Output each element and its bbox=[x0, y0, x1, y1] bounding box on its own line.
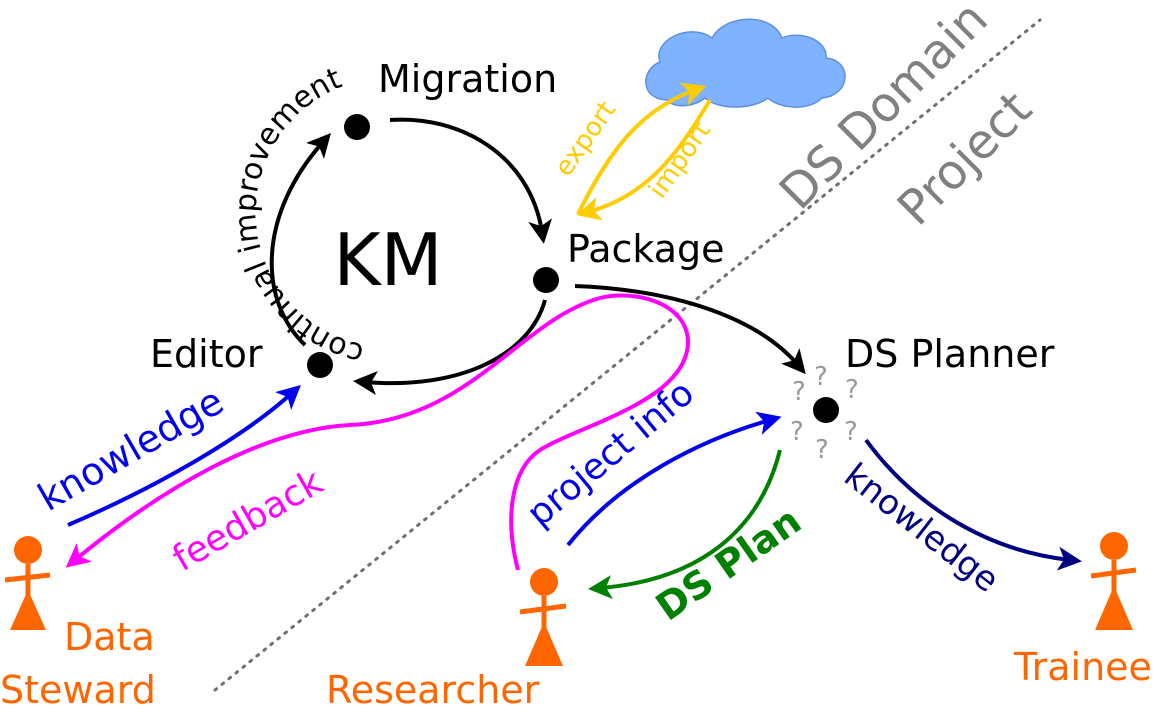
ds-planner-node bbox=[813, 397, 839, 423]
cloud-icon bbox=[645, 18, 846, 108]
import-arrow bbox=[576, 98, 712, 221]
project-info-label: project info bbox=[519, 372, 702, 534]
package-to-planner-arrow bbox=[574, 284, 806, 375]
knowledge-left-label: knowledge bbox=[31, 379, 231, 520]
import-label: import bbox=[643, 116, 717, 204]
migration-to-package-arrow bbox=[389, 117, 552, 244]
trainee-label: Trainee bbox=[1013, 645, 1152, 689]
question-mark: ? bbox=[815, 435, 829, 465]
question-mark: ? bbox=[790, 417, 804, 447]
migration-label: Migration bbox=[378, 57, 557, 101]
knowledge-arrow-right bbox=[864, 438, 1082, 571]
question-mark: ? bbox=[792, 377, 806, 407]
question-mark: ? bbox=[814, 362, 828, 392]
package-label: Package bbox=[567, 227, 725, 271]
data-steward-icon bbox=[4, 536, 51, 630]
knowledge-right-label: knowledge bbox=[836, 456, 1006, 601]
ds-plan-arrow bbox=[588, 449, 782, 599]
question-marks: ? ? ? ? ? ? bbox=[790, 362, 859, 465]
package-node bbox=[533, 267, 559, 293]
data-steward-label-line2: Steward bbox=[0, 668, 156, 712]
ds-plan-label: DS Plan bbox=[648, 498, 809, 629]
editor-to-migration-arrow bbox=[269, 133, 331, 347]
ds-planner-label: DS Planner bbox=[845, 332, 1055, 376]
trainee-icon bbox=[1090, 532, 1137, 630]
knowledge-arrow-left bbox=[67, 384, 301, 527]
continual-improvement-arc: continual improvement bbox=[228, 61, 367, 371]
package-to-editor-arrow bbox=[353, 299, 547, 395]
researcher-icon bbox=[519, 568, 567, 666]
data-steward-label-line1: Data bbox=[64, 615, 155, 659]
domain-boundary-line bbox=[213, 18, 1042, 692]
project-info-arrow bbox=[566, 411, 782, 547]
question-mark: ? bbox=[845, 375, 859, 405]
feedback-arrow bbox=[65, 293, 691, 571]
editor-label: Editor bbox=[150, 332, 263, 376]
migration-node bbox=[344, 114, 370, 140]
export-arrow bbox=[576, 82, 707, 215]
km-title: KM bbox=[333, 218, 442, 302]
question-mark: ? bbox=[844, 417, 858, 447]
export-label: export bbox=[549, 96, 622, 182]
researcher-label: Researcher bbox=[326, 668, 540, 712]
editor-node bbox=[307, 352, 333, 378]
